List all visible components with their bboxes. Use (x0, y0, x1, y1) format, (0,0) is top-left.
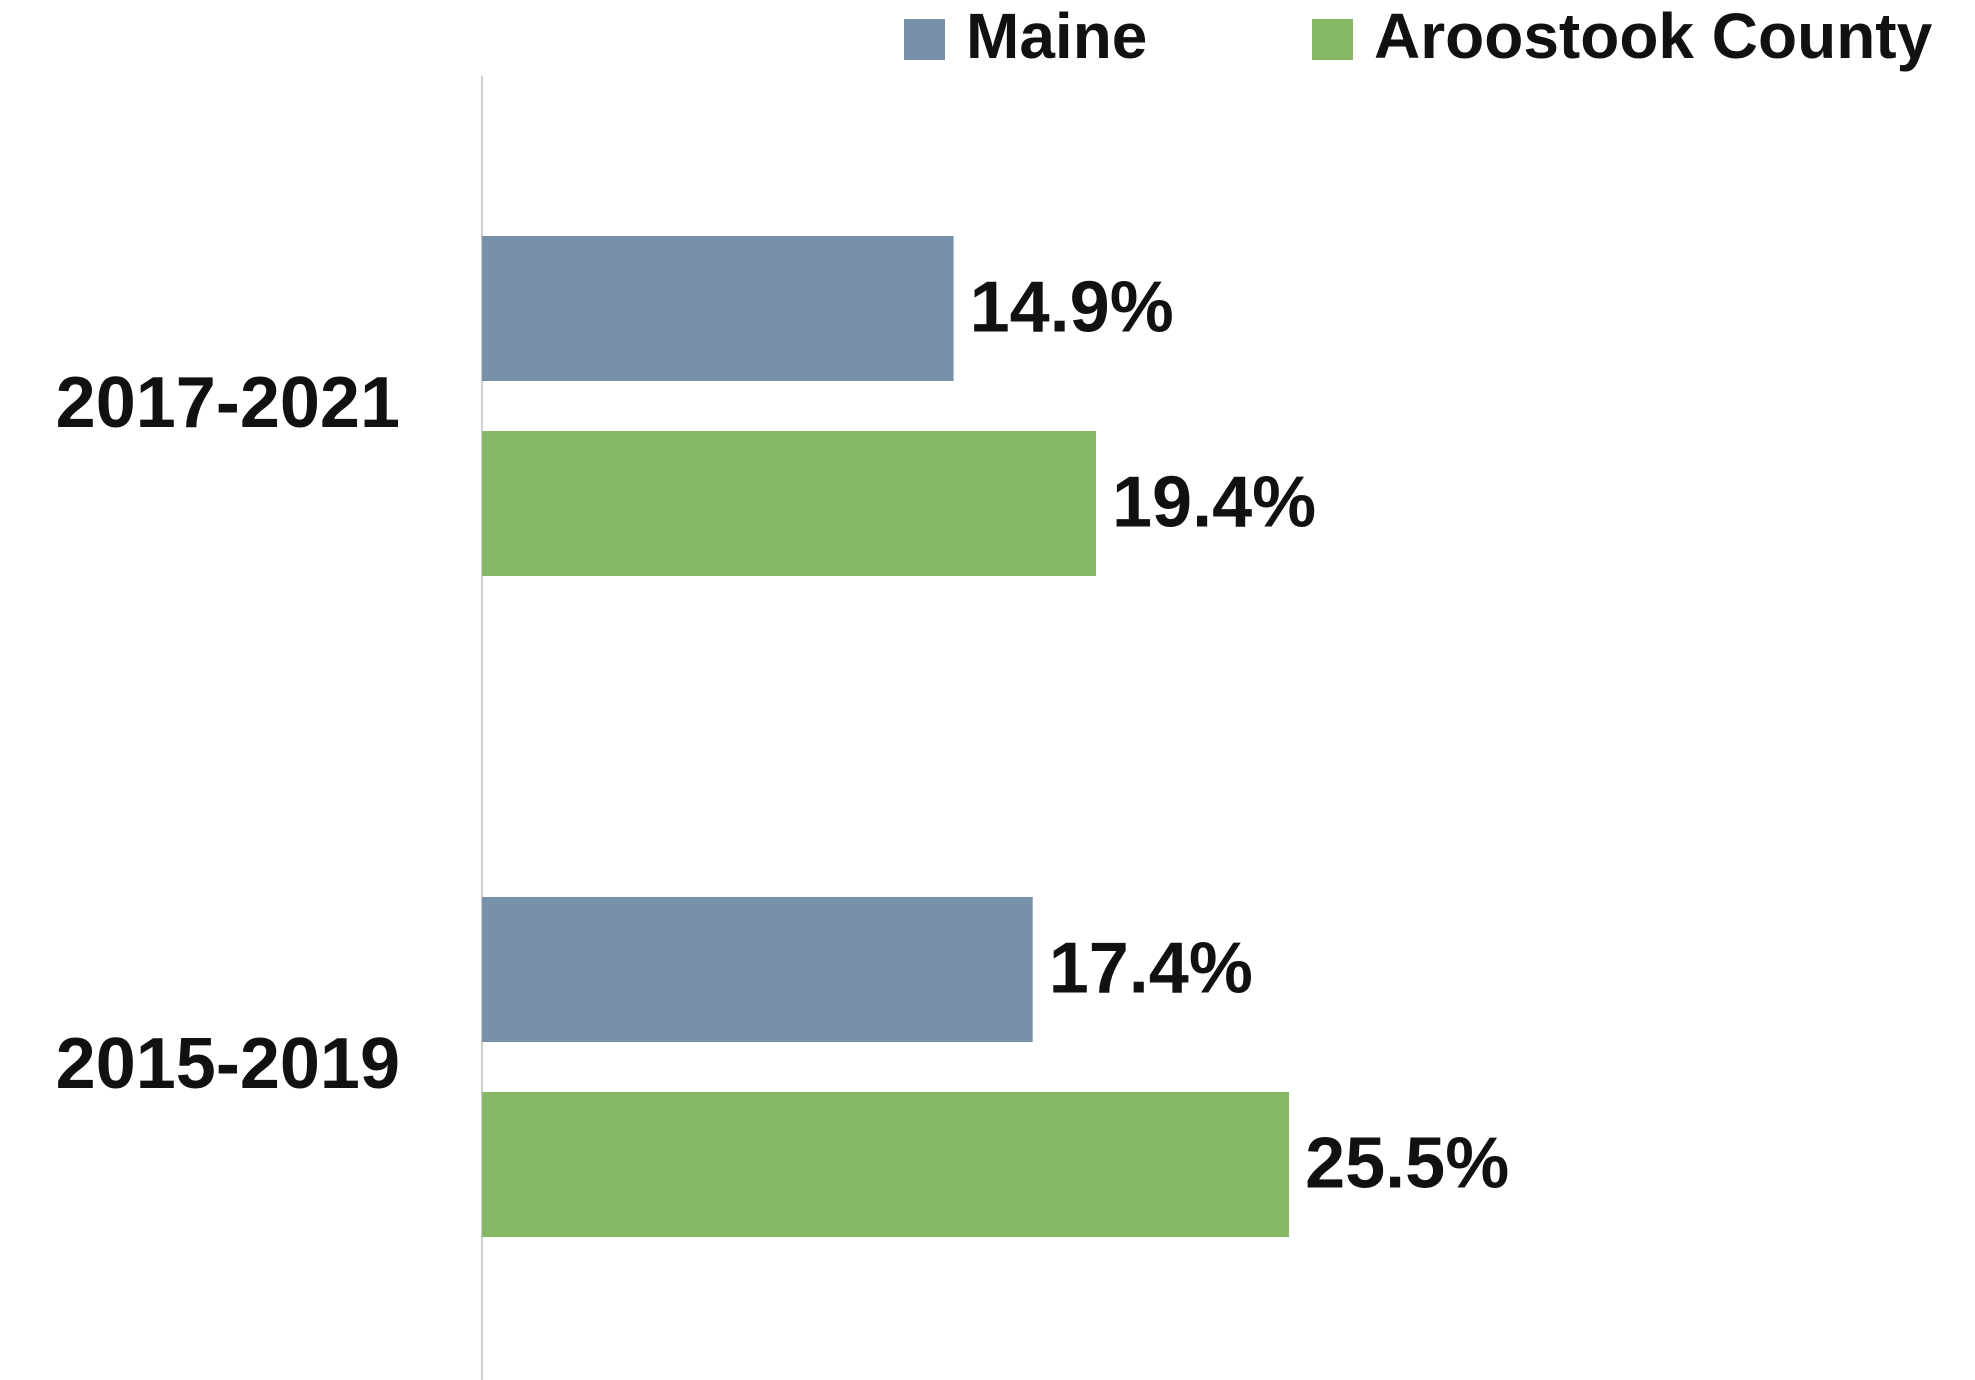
legend-swatch (1312, 19, 1353, 60)
value-label: 25.5% (1305, 1124, 1509, 1204)
category-label: 2017-2021 (56, 363, 400, 443)
legend-swatch (904, 19, 945, 60)
bar (482, 236, 954, 381)
bar (482, 1092, 1290, 1237)
value-label: 14.9% (970, 268, 1174, 348)
value-label: 19.4% (1112, 463, 1316, 543)
bar (482, 897, 1033, 1042)
category-label: 2015-2019 (56, 1024, 400, 1104)
value-label: 17.4% (1049, 929, 1253, 1009)
bar (482, 431, 1097, 576)
legend-label: Maine (966, 0, 1147, 72)
legend-label: Aroostook County (1374, 0, 1933, 72)
